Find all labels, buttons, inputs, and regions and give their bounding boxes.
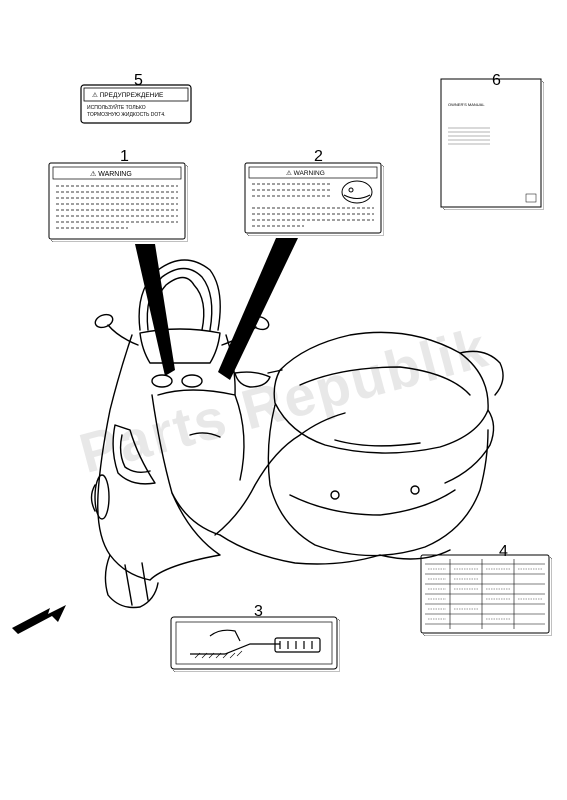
pointer-lines [0,0,567,800]
callout-6: 6 [492,72,501,90]
callout-2: 2 [314,148,323,166]
callout-5: 5 [134,72,143,90]
callout-4: 4 [499,543,508,561]
callout-3: 3 [254,603,263,621]
callout-1: 1 [120,148,129,166]
